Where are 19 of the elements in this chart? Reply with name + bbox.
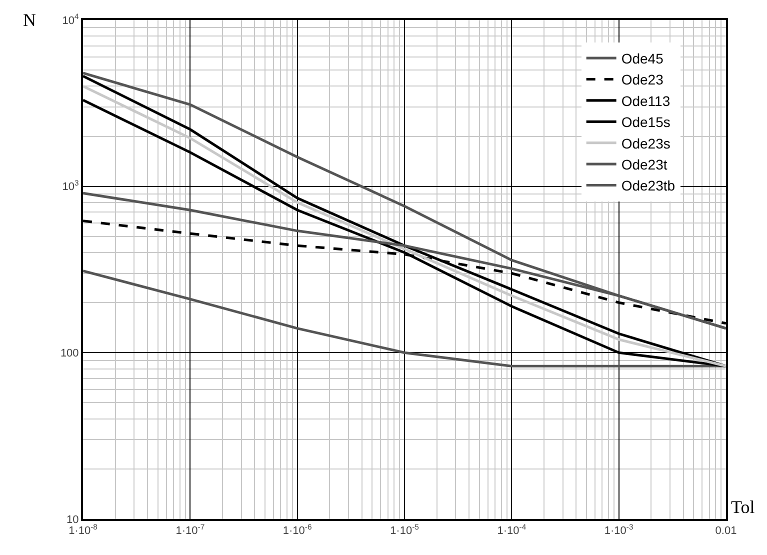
x-tick-label: 1·10$^{-5}$ [390, 522, 419, 538]
x-tick-label: 1·10$^{-4}$ [497, 522, 527, 538]
line-series [83, 270, 726, 368]
y-tick-label: 10$^{4}$ [62, 12, 80, 27]
legend-label: Ode113 [621, 92, 670, 109]
x-tick-label: 0.01 [715, 525, 737, 538]
y-tick-label: 10$^{3}$ [62, 178, 79, 194]
legend-label: Ode23s [621, 135, 670, 152]
y-axis-title: N [23, 10, 36, 30]
x-tick-label: 1·10$^{-7}$ [176, 522, 205, 538]
x-tick-label: 1·10$^{-6}$ [282, 522, 312, 538]
x-tick-label: 1·10$^{-3}$ [604, 522, 634, 538]
legend-label: Ode15s [621, 114, 670, 130]
legend-label: Ode23tb [621, 178, 676, 194]
y-tick-label: 100 [60, 348, 79, 360]
x-axis-title: Tol [731, 497, 755, 517]
legend-label: Ode23t [621, 156, 668, 173]
legend-label: Ode45 [621, 50, 664, 67]
legend-label: Ode23 [621, 72, 664, 88]
